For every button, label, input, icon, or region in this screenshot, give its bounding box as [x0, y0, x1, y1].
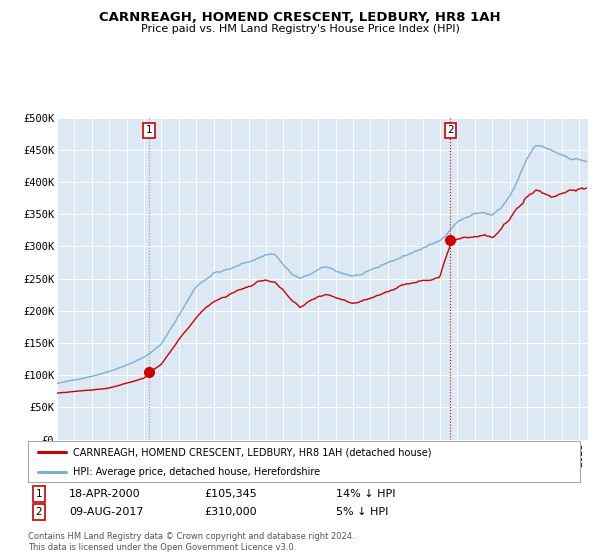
Text: HPI: Average price, detached house, Herefordshire: HPI: Average price, detached house, Here…: [73, 466, 320, 477]
Text: CARNREAGH, HOMEND CRESCENT, LEDBURY, HR8 1AH: CARNREAGH, HOMEND CRESCENT, LEDBURY, HR8…: [99, 11, 501, 24]
Text: CARNREAGH, HOMEND CRESCENT, LEDBURY, HR8 1AH (detached house): CARNREAGH, HOMEND CRESCENT, LEDBURY, HR8…: [73, 447, 432, 457]
Text: Price paid vs. HM Land Registry's House Price Index (HPI): Price paid vs. HM Land Registry's House …: [140, 24, 460, 34]
Text: 2: 2: [447, 125, 454, 136]
Text: This data is licensed under the Open Government Licence v3.0.: This data is licensed under the Open Gov…: [28, 543, 296, 552]
Text: 1: 1: [146, 125, 152, 136]
Text: £105,345: £105,345: [204, 489, 257, 499]
Text: 18-APR-2000: 18-APR-2000: [69, 489, 140, 499]
Text: 09-AUG-2017: 09-AUG-2017: [69, 507, 143, 517]
Text: 5% ↓ HPI: 5% ↓ HPI: [336, 507, 388, 517]
Text: £310,000: £310,000: [204, 507, 257, 517]
Text: 1: 1: [35, 489, 43, 499]
Text: 2: 2: [35, 507, 43, 517]
Text: Contains HM Land Registry data © Crown copyright and database right 2024.: Contains HM Land Registry data © Crown c…: [28, 532, 355, 541]
Text: 14% ↓ HPI: 14% ↓ HPI: [336, 489, 395, 499]
